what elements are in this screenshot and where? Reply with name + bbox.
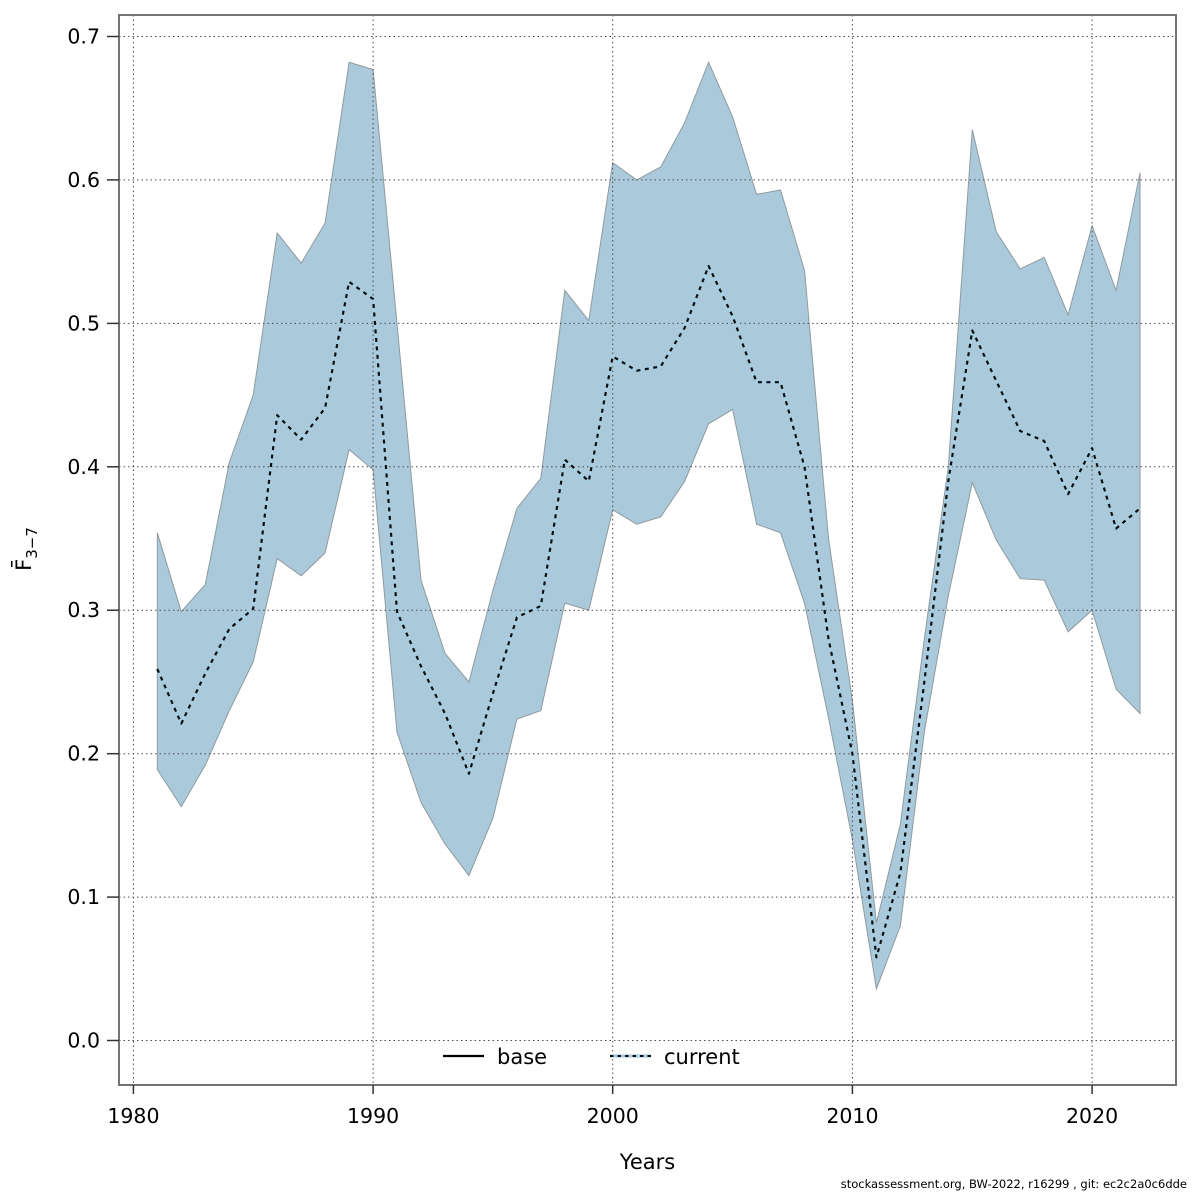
x-axis-title: Years	[619, 1150, 675, 1174]
legend-base-label: base	[497, 1045, 547, 1069]
y-tick-label: 0.6	[67, 168, 100, 192]
y-axis-title-subscript: 3−7	[23, 527, 41, 559]
y-tick-label: 0.2	[67, 742, 100, 766]
y-tick-label: 0.7	[67, 25, 100, 49]
legend-current-label: current	[664, 1045, 740, 1069]
x-tick-label: 2020	[1066, 1104, 1118, 1128]
y-axis: 0.0 0.1 0.2 0.3 0.4 0.5 0.6 0.7	[67, 25, 119, 1053]
y-axis-title-main: F̄	[11, 559, 36, 571]
y-tick-label: 0.4	[67, 455, 100, 479]
y-tick-label: 0.1	[67, 885, 100, 909]
current-line	[156, 264, 1141, 959]
y-axis-title: F̄3−7	[11, 527, 41, 571]
y-tick-label: 0.3	[67, 598, 100, 622]
footer-credit: stockassessment.org, BW-2022, r16299 , g…	[841, 1177, 1187, 1191]
y-tick-label: 0.0	[67, 1029, 100, 1053]
gridlines	[119, 15, 1176, 1085]
x-tick-label: 1990	[347, 1104, 399, 1128]
x-axis: 1980 1990 2000 2010 2020	[107, 1085, 1118, 1128]
x-tick-label: 1980	[107, 1104, 159, 1128]
legend: base current	[443, 1045, 740, 1069]
y-tick-label: 0.5	[67, 311, 100, 335]
x-tick-label: 2010	[826, 1104, 878, 1128]
x-tick-label: 2000	[587, 1104, 639, 1128]
plot-border	[118, 14, 1177, 1086]
